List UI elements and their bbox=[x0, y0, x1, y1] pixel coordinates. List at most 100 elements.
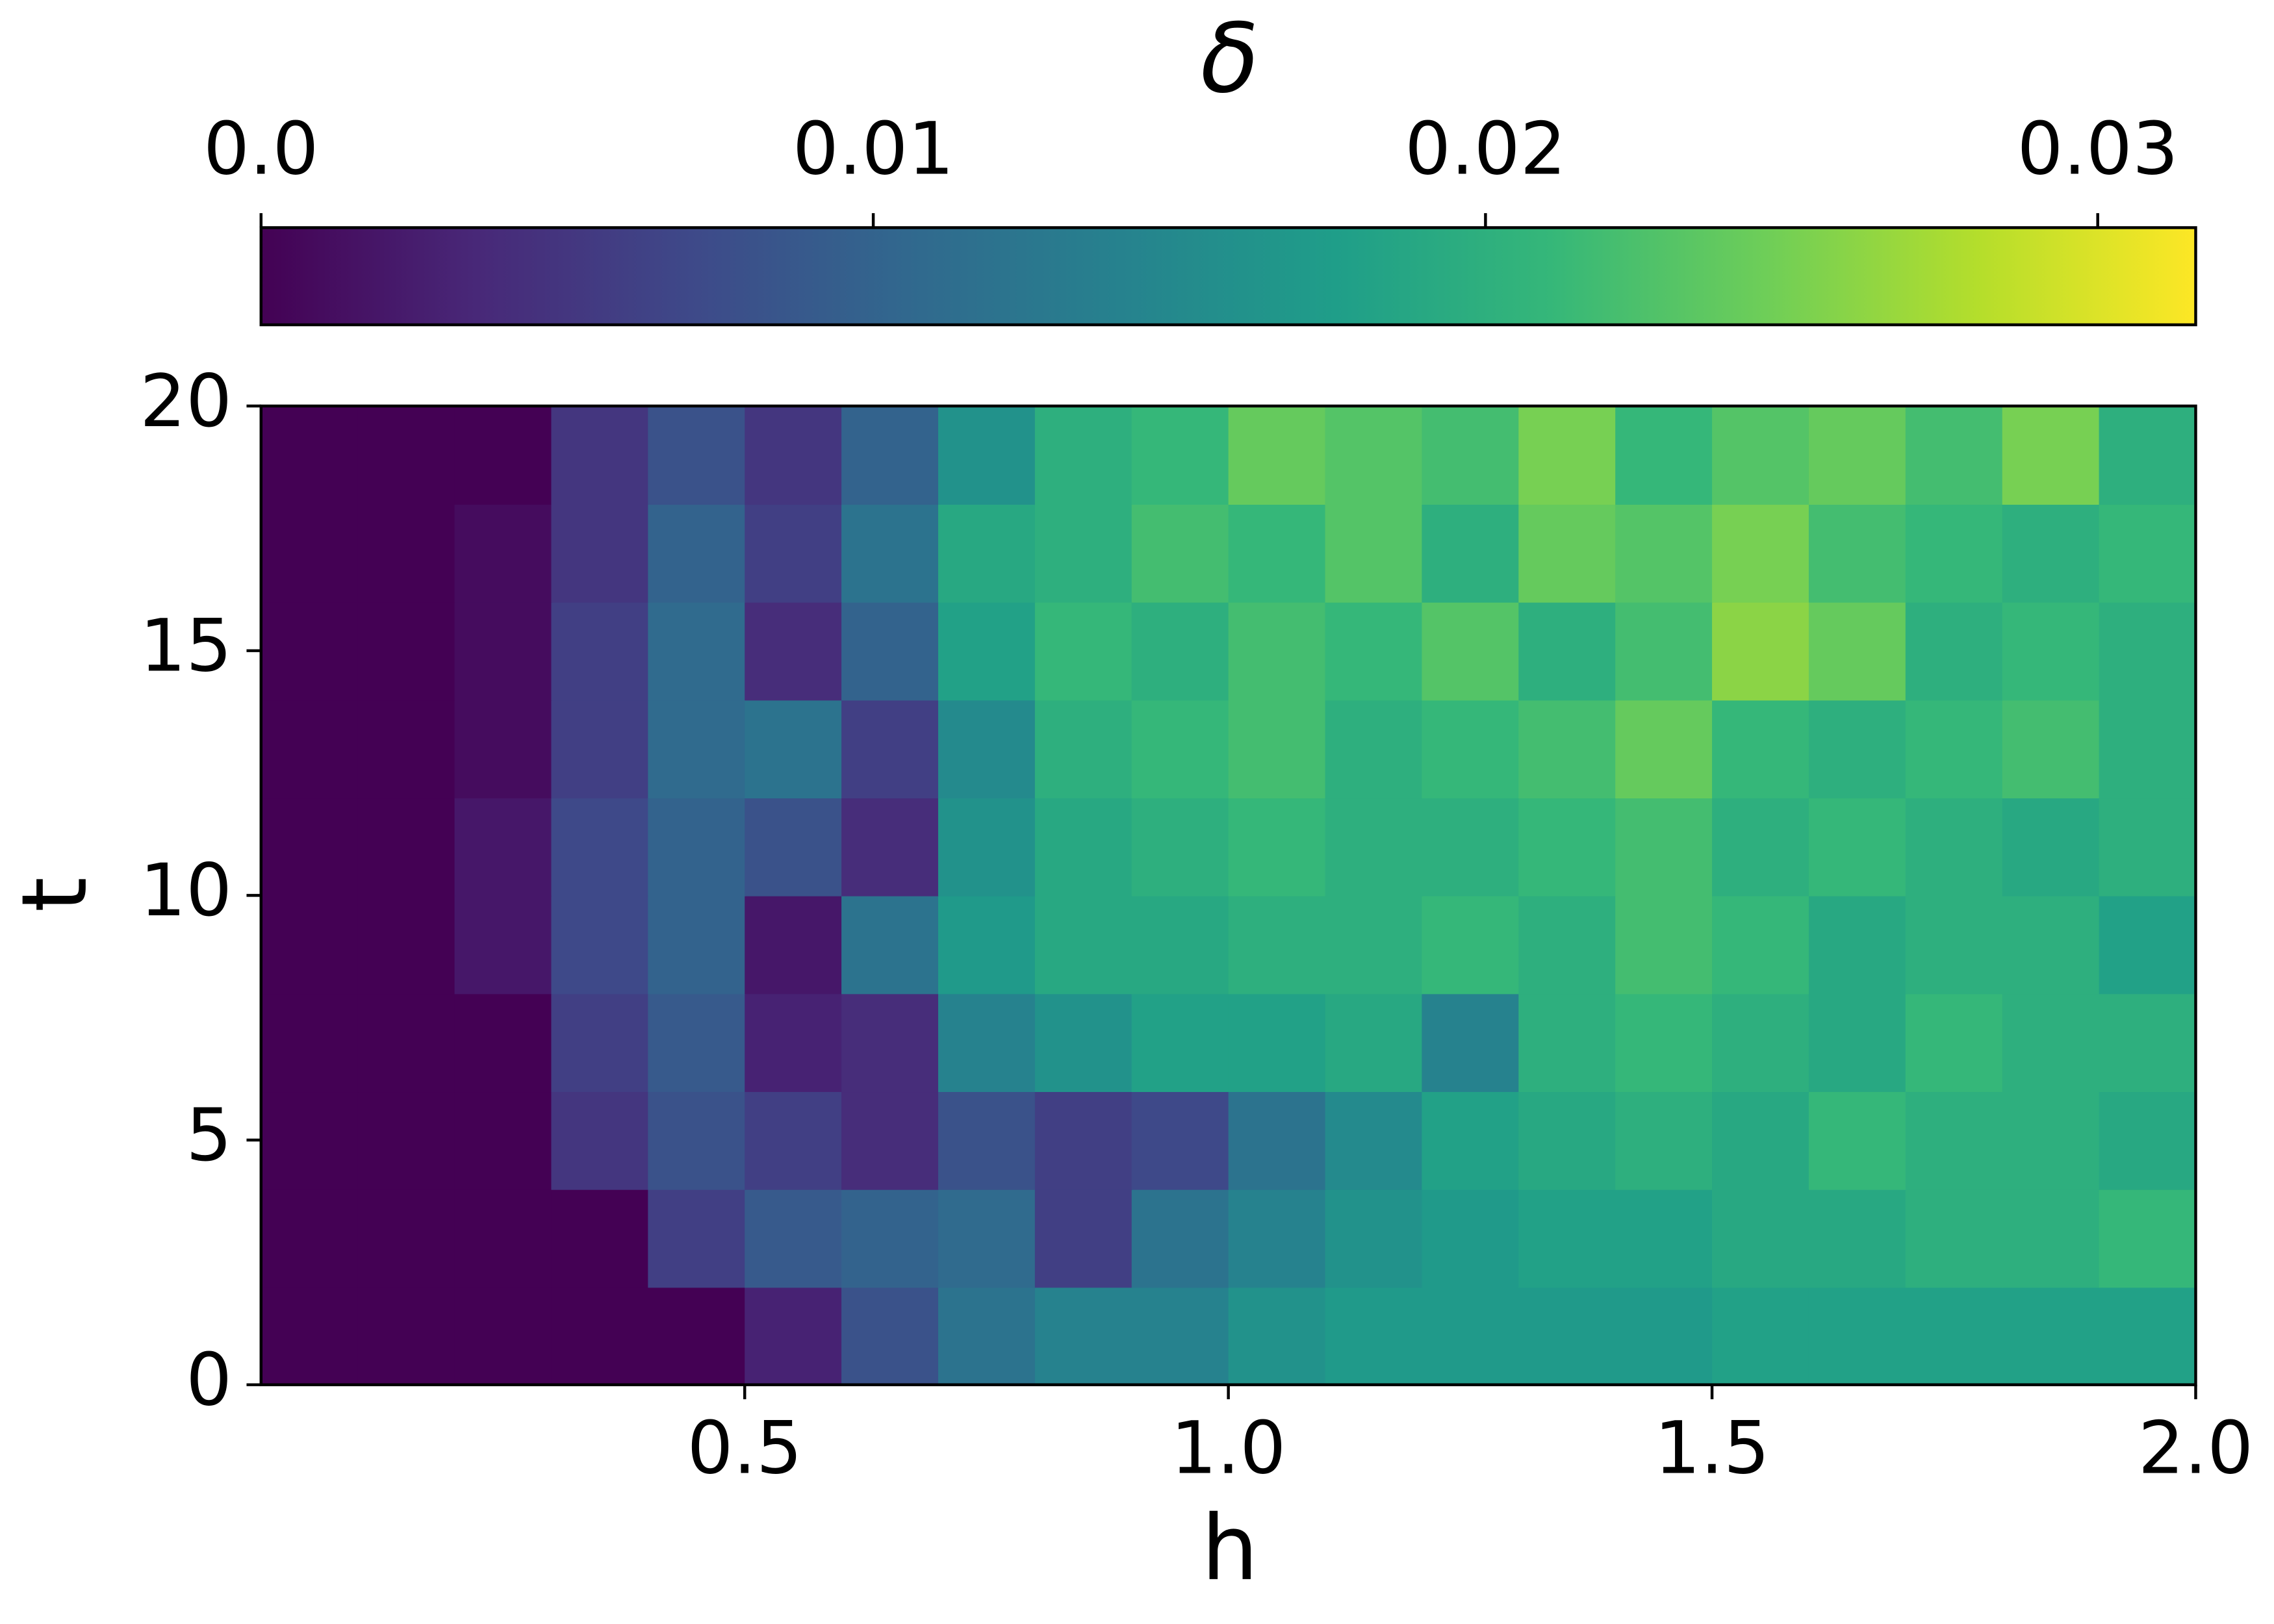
heatmap-cell bbox=[261, 503, 359, 603]
heatmap-cell bbox=[551, 1189, 649, 1288]
heatmap-cell bbox=[1712, 1091, 1810, 1190]
heatmap-cell bbox=[2099, 1091, 2197, 1190]
heatmap-cell bbox=[1712, 602, 1810, 701]
heatmap-cell bbox=[1422, 1189, 1520, 1288]
heatmap-cell bbox=[1422, 993, 1520, 1093]
heatmap-cell bbox=[454, 1189, 552, 1288]
heatmap-cell bbox=[1518, 503, 1616, 603]
heatmap-cell bbox=[938, 700, 1036, 799]
heatmap-cell bbox=[1615, 700, 1713, 799]
heatmap-cell bbox=[1905, 797, 2004, 896]
heatmap-cell bbox=[1034, 1189, 1133, 1288]
heatmap-cell bbox=[357, 895, 455, 995]
heatmap-cell bbox=[1422, 1091, 1520, 1190]
heatmap-cell bbox=[1518, 602, 1616, 701]
heatmap-cell bbox=[1228, 503, 1326, 603]
heatmap-cell bbox=[1905, 700, 2004, 799]
heatmap-cell bbox=[1808, 993, 1907, 1093]
heatmap-cell bbox=[261, 602, 359, 701]
heatmap-cell bbox=[1518, 797, 1616, 896]
heatmap-cell bbox=[357, 1287, 455, 1386]
heatmap-cell bbox=[1615, 1091, 1713, 1190]
y-tick-label: 5 bbox=[186, 1093, 232, 1178]
heatmap-cell bbox=[938, 1287, 1036, 1386]
heatmap-cell bbox=[1712, 1189, 1810, 1288]
heatmap-cell bbox=[2002, 406, 2100, 505]
heatmap-cell bbox=[1518, 700, 1616, 799]
colorbar-tick-label: 0.02 bbox=[1405, 107, 1566, 191]
heatmap-cell bbox=[938, 503, 1036, 603]
heatmap-cell bbox=[2099, 993, 2197, 1093]
heatmap-cell bbox=[357, 1091, 455, 1190]
heatmap-cell bbox=[1905, 993, 2004, 1093]
heatmap-cell bbox=[261, 895, 359, 995]
heatmap-cell bbox=[648, 1091, 746, 1190]
heatmap-cell bbox=[261, 700, 359, 799]
heatmap-cell bbox=[1905, 1091, 2004, 1190]
heatmap-cell bbox=[454, 895, 552, 995]
heatmap-cell bbox=[2002, 895, 2100, 995]
heatmap-cell bbox=[1712, 993, 1810, 1093]
heatmap-cell bbox=[1422, 503, 1520, 603]
heatmap-cell bbox=[648, 602, 746, 701]
x-tick-label: 1.0 bbox=[1171, 1406, 1286, 1490]
heatmap-cell bbox=[1518, 1091, 1616, 1190]
heatmap-cell bbox=[1615, 406, 1713, 505]
heatmap-cell bbox=[648, 700, 746, 799]
heatmap-cell bbox=[938, 797, 1036, 896]
heatmap-cell bbox=[745, 1287, 843, 1386]
x-tick-label: 1.5 bbox=[1654, 1406, 1769, 1490]
heatmap-cell bbox=[1422, 895, 1520, 995]
heatmap-cell bbox=[1905, 503, 2004, 603]
heatmap-cell bbox=[1518, 1287, 1616, 1386]
heatmap-cell bbox=[1712, 797, 1810, 896]
heatmap-cell bbox=[1325, 1287, 1423, 1386]
heatmap-cell bbox=[1131, 895, 1229, 995]
y-axis-label: t bbox=[3, 877, 107, 912]
heatmap-cell bbox=[1808, 1091, 1907, 1190]
y-tick-label: 10 bbox=[140, 848, 232, 933]
heatmap-cell bbox=[1615, 1189, 1713, 1288]
heatmap-cell bbox=[551, 700, 649, 799]
heatmap-cell bbox=[841, 895, 939, 995]
heatmap-cell bbox=[2099, 602, 2197, 701]
heatmap-cell bbox=[1034, 1287, 1133, 1386]
heatmap-cell bbox=[1228, 406, 1326, 505]
heatmap-cell bbox=[1808, 797, 1907, 896]
heatmap-cell bbox=[841, 700, 939, 799]
heatmap-cell bbox=[2002, 1287, 2100, 1386]
heatmap-cell bbox=[1808, 1287, 1907, 1386]
heatmap-cell bbox=[1034, 797, 1133, 896]
heatmap-cell bbox=[1808, 602, 1907, 701]
heatmap-cell bbox=[1325, 503, 1423, 603]
heatmap-cell bbox=[1325, 602, 1423, 701]
x-axis-label: h bbox=[1201, 1496, 1258, 1601]
heatmap-cell bbox=[1422, 797, 1520, 896]
heatmap-cell bbox=[1034, 700, 1133, 799]
heatmap-cell bbox=[745, 406, 843, 505]
heatmap-cell bbox=[1422, 406, 1520, 505]
heatmap-cell bbox=[745, 503, 843, 603]
x-tick-label: 2.0 bbox=[2138, 1406, 2253, 1490]
heatmap-cell bbox=[551, 993, 649, 1093]
heatmap-cell bbox=[1615, 503, 1713, 603]
heatmap-cell bbox=[1325, 406, 1423, 505]
heatmap-cell bbox=[454, 797, 552, 896]
heatmap-cell bbox=[357, 406, 455, 505]
heatmap-cell bbox=[261, 1189, 359, 1288]
heatmap-cell bbox=[2099, 797, 2197, 896]
heatmap-cell bbox=[841, 602, 939, 701]
heatmap-cell bbox=[1518, 993, 1616, 1093]
y-tick-label: 15 bbox=[140, 603, 232, 688]
heatmap-cell bbox=[261, 1287, 359, 1386]
heatmap-cell bbox=[1034, 895, 1133, 995]
heatmap-cell bbox=[454, 602, 552, 701]
heatmap-cell bbox=[1228, 700, 1326, 799]
heatmap-cell bbox=[2002, 993, 2100, 1093]
heatmap-cell bbox=[1615, 993, 1713, 1093]
heatmap-cell bbox=[745, 895, 843, 995]
heatmap-cell bbox=[841, 1091, 939, 1190]
colorbar bbox=[259, 226, 2197, 327]
heatmap-cell bbox=[1034, 406, 1133, 505]
heatmap-cell bbox=[261, 1091, 359, 1190]
